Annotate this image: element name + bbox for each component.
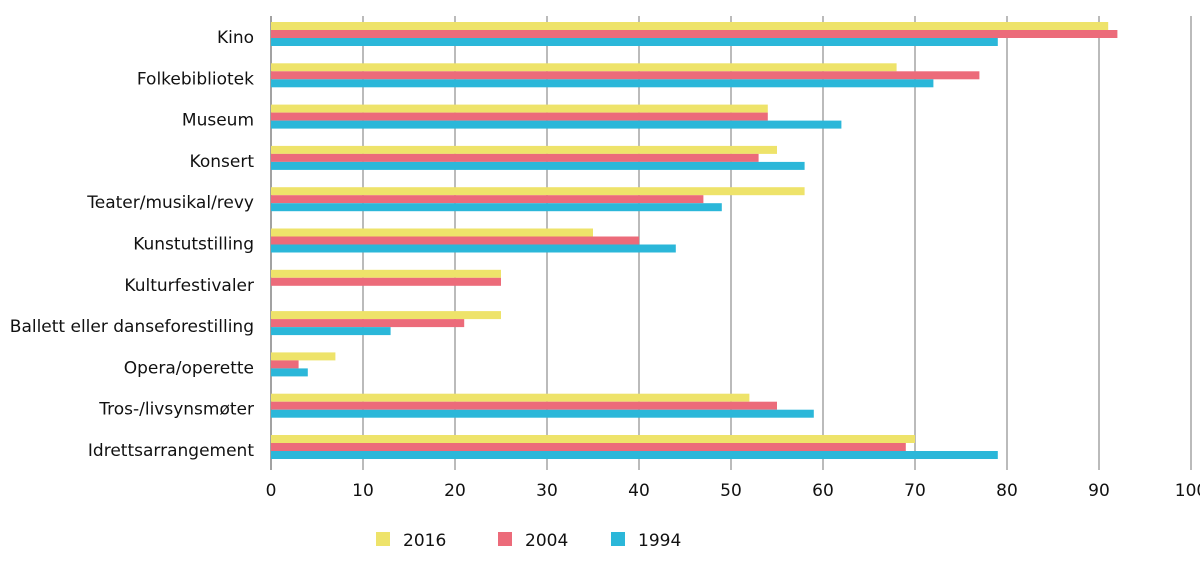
category-label: Folkebibliotek <box>137 69 254 89</box>
bar-2016 <box>271 435 915 443</box>
bar-2004 <box>271 277 501 286</box>
category-label: Opera/operette <box>124 358 254 378</box>
bar-1994 <box>271 38 998 46</box>
bar-1994 <box>271 120 842 129</box>
x-tick-label: 60 <box>812 481 834 501</box>
bar-2004 <box>271 319 465 328</box>
category-label: Idrettsarrangement <box>88 441 254 461</box>
bar-2016 <box>271 63 897 72</box>
bar-1994 <box>271 451 998 459</box>
legend-label: 1994 <box>638 531 681 551</box>
bar-2016 <box>271 228 593 237</box>
category-label: Kulturfestivaler <box>124 276 254 296</box>
x-tick-label: 100 <box>1175 481 1200 501</box>
legend-swatch-2004 <box>498 532 512 546</box>
bar-2004 <box>271 112 768 121</box>
category-label: Tros-/livsynsmøter <box>98 400 254 420</box>
x-tick-label: 20 <box>444 481 466 501</box>
category-label: Kunstutstilling <box>133 235 254 255</box>
category-label: Teater/musikal/revy <box>86 193 254 213</box>
bar-2004 <box>271 443 906 451</box>
bar-1994 <box>271 327 391 336</box>
bar-2004 <box>271 153 759 162</box>
bar-2016 <box>271 22 1109 30</box>
bar-1994 <box>271 368 308 377</box>
bar-2016 <box>271 145 777 154</box>
x-tick-label: 30 <box>536 481 558 501</box>
bar-1994 <box>271 161 805 170</box>
bar-2004 <box>271 360 299 369</box>
x-tick-label: 70 <box>904 481 926 501</box>
x-tick-label: 0 <box>266 481 277 501</box>
category-label: Ballett eller danseforestilling <box>10 317 254 337</box>
x-tick-label: 40 <box>628 481 650 501</box>
bar-1994 <box>271 203 722 212</box>
legend-label: 2004 <box>525 531 568 551</box>
x-tick-label: 10 <box>352 481 374 501</box>
category-label: Kino <box>217 28 254 48</box>
bar-2016 <box>271 352 336 361</box>
legend-label: 2016 <box>403 531 446 551</box>
bar-2016 <box>271 104 768 113</box>
bar-2004 <box>271 71 980 80</box>
bar-2016 <box>271 393 750 402</box>
legend-swatch-1994 <box>611 532 625 546</box>
x-tick-label: 80 <box>996 481 1018 501</box>
bar-2016 <box>271 311 501 320</box>
x-tick-label: 90 <box>1088 481 1110 501</box>
bar-1994 <box>271 79 934 88</box>
bar-1994 <box>271 409 814 418</box>
bar-2004 <box>271 236 639 245</box>
bar-2004 <box>271 30 1118 38</box>
bar-2004 <box>271 195 704 204</box>
category-label: Konsert <box>190 152 255 172</box>
bar-2016 <box>271 269 501 278</box>
bar-2004 <box>271 401 777 410</box>
bar-2016 <box>271 187 805 196</box>
x-tick-label: 50 <box>720 481 742 501</box>
category-label: Museum <box>182 111 254 131</box>
bar-1994 <box>271 244 676 253</box>
legend-swatch-2016 <box>376 532 390 546</box>
